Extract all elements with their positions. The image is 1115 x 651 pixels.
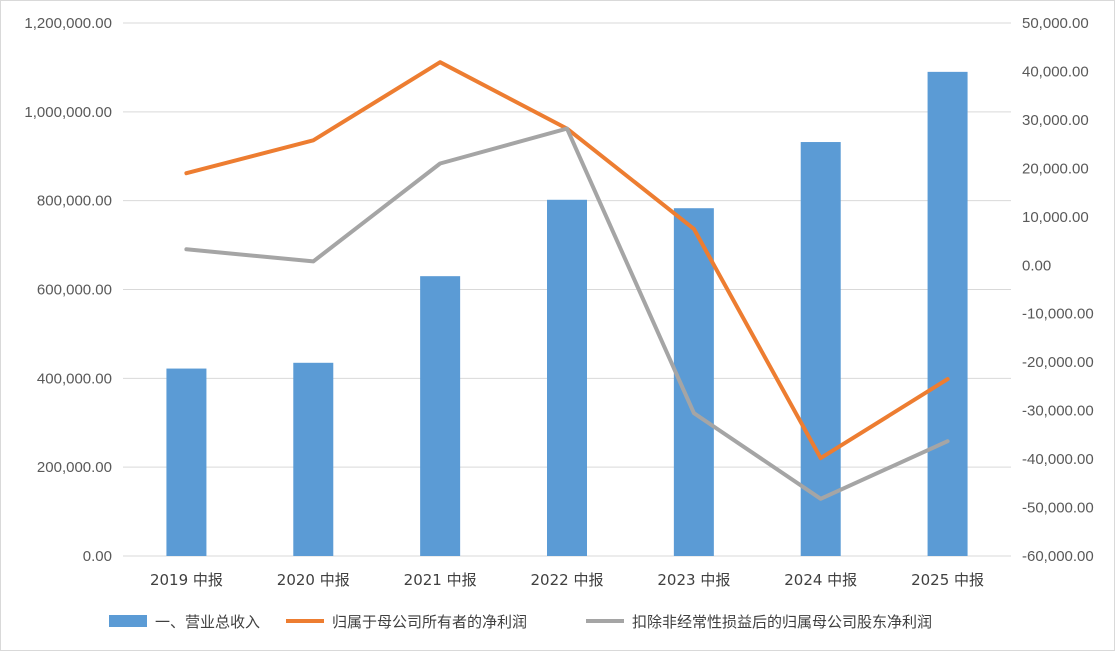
x-category-label: 2025 中报 — [911, 571, 984, 589]
left-axis: 0.00 200,000.00 400,000.00 600,000.00 800,00… — [24, 15, 112, 565]
bar — [420, 276, 461, 556]
bar — [166, 368, 207, 556]
y-right-tick-label: -20,000.00 — [1022, 354, 1094, 371]
x-axis: 2019 中报 2020 中报 2021 中报 2022 中报 2023 中报 2024 … — [150, 571, 984, 589]
y-right-tick-label: -50,000.00 — [1022, 500, 1094, 517]
x-category-label: 2024 中报 — [784, 571, 857, 589]
y-right-tick-label: -10,000.00 — [1022, 306, 1094, 323]
y-left-tick-label: 800,000.00 — [37, 193, 112, 210]
y-right-tick-label: 10,000.00 — [1022, 209, 1089, 226]
legend-label: 扣除非经常性损益后的归属母公司股东净利润 — [632, 613, 932, 631]
y-right-tick-label: -60,000.00 — [1022, 548, 1094, 565]
y-left-tick-label: 1,200,000.00 — [24, 15, 112, 32]
bar — [800, 142, 841, 556]
y-left-tick-label: 0.00 — [83, 548, 112, 565]
bar — [293, 362, 334, 556]
legend-label: 归属于母公司所有者的净利润 — [332, 613, 527, 631]
legend-swatch-bar — [109, 615, 147, 627]
deducted-net-profit-line — [184, 126, 950, 501]
y-left-tick-label: 1,000,000.00 — [24, 104, 112, 121]
bar-series — [166, 71, 968, 557]
x-category-label: 2019 中报 — [150, 571, 223, 589]
line-series — [184, 60, 950, 501]
legend: 一、营业总收入 归属于母公司所有者的净利润 扣除非经常性损益后的归属母公司股东净利润 — [109, 613, 932, 631]
x-category-label: 2020 中报 — [277, 571, 350, 589]
right-axis: 50,000.00 40,000.00 30,000.00 20,000.00 10,0… — [1022, 15, 1094, 565]
y-right-tick-label: -30,000.00 — [1022, 403, 1094, 420]
y-left-tick-label: 200,000.00 — [37, 459, 112, 476]
y-right-tick-label: 0.00 — [1022, 257, 1051, 274]
x-category-label: 2022 中报 — [531, 571, 604, 589]
bar — [927, 71, 968, 556]
y-right-tick-label: -40,000.00 — [1022, 451, 1094, 468]
y-right-tick-label: 20,000.00 — [1022, 160, 1089, 177]
x-category-label: 2021 中报 — [404, 571, 477, 589]
y-right-tick-label: 50,000.00 — [1022, 15, 1089, 32]
y-right-tick-label: 30,000.00 — [1022, 112, 1089, 129]
y-left-tick-label: 400,000.00 — [37, 370, 112, 387]
y-right-tick-label: 40,000.00 — [1022, 63, 1089, 80]
y-left-tick-label: 600,000.00 — [37, 282, 112, 299]
legend-label: 一、营业总收入 — [155, 613, 260, 631]
bar — [547, 199, 587, 557]
x-category-label: 2023 中报 — [657, 571, 730, 589]
